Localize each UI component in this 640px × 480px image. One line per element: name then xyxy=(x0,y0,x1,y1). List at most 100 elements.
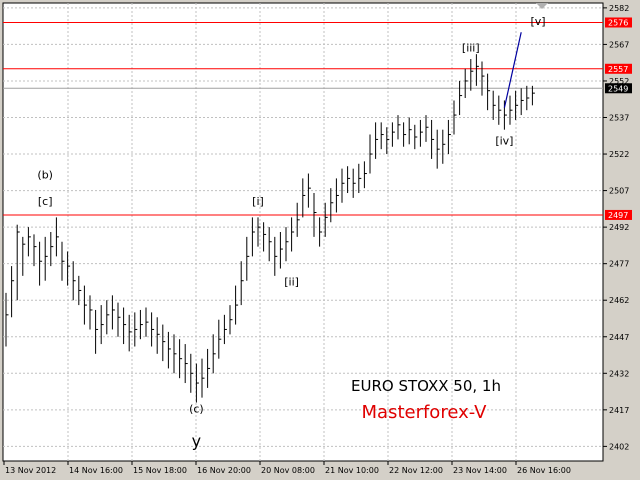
price-bar xyxy=(251,217,255,257)
x-tick-label: 15 Nov 18:00 xyxy=(133,466,187,475)
price-bar xyxy=(89,295,93,330)
price-bar xyxy=(139,309,143,340)
scroll-marker-icon xyxy=(536,3,548,9)
price-bar xyxy=(526,85,530,111)
price-bar xyxy=(408,117,412,145)
price-bar xyxy=(218,319,222,359)
price-bar xyxy=(151,312,155,347)
price-bar xyxy=(358,163,362,194)
price-bar xyxy=(520,88,524,116)
y-tick-label: 2567 xyxy=(609,40,629,49)
price-bar xyxy=(78,275,82,306)
price-bar xyxy=(223,314,227,345)
current-price-label: 2549 xyxy=(608,84,628,93)
price-bar xyxy=(100,305,104,345)
price-bar xyxy=(324,202,328,237)
price-bar xyxy=(380,122,384,150)
price-bar xyxy=(296,202,300,237)
y-tick-label: 2462 xyxy=(609,296,629,305)
price-bar xyxy=(531,85,535,106)
price-bar xyxy=(240,261,244,306)
level-tags: 2576 2557 2497 2549 xyxy=(536,3,632,220)
price-bar xyxy=(195,363,199,403)
price-bar xyxy=(106,300,110,335)
level-tag-label: 2497 xyxy=(608,211,628,220)
price-bar xyxy=(347,166,351,194)
wave-label: [ii] xyxy=(284,276,299,289)
wave-label: [iv] xyxy=(495,134,513,147)
price-bar xyxy=(11,266,15,318)
price-bar xyxy=(403,122,407,147)
ohlc-bars xyxy=(5,54,535,403)
price-bar xyxy=(117,302,121,337)
price-bar xyxy=(50,232,54,267)
y-tick-label: 2447 xyxy=(609,333,629,342)
price-bar xyxy=(515,90,519,120)
price-bar xyxy=(447,119,451,155)
price-bar xyxy=(162,324,166,362)
price-bar xyxy=(487,73,491,111)
x-tick-label: 14 Nov 16:00 xyxy=(69,466,123,475)
level-tag-label: 2576 xyxy=(608,18,628,27)
price-bar xyxy=(207,348,211,388)
level-tag xyxy=(605,209,632,220)
y-tick-label: 2522 xyxy=(609,150,629,159)
price-bar xyxy=(111,295,115,330)
price-bar xyxy=(257,217,261,247)
level-tag xyxy=(605,63,632,74)
price-bar xyxy=(481,61,485,96)
price-bar xyxy=(274,236,278,276)
y-tick-label: 2492 xyxy=(609,223,629,232)
price-bar xyxy=(83,285,87,325)
price-bar xyxy=(330,188,334,223)
watermark: Masterforex-V xyxy=(362,402,488,423)
y-tick-label: 2477 xyxy=(609,260,629,269)
price-bar xyxy=(335,178,339,213)
wave-labels: (b) [c] [i] [ii] [iii] [iv] [v] (c) y xyxy=(37,15,545,450)
price-bar xyxy=(95,309,99,354)
y-tick-label: 2417 xyxy=(609,406,629,415)
price-bar xyxy=(386,127,390,155)
wave-label: [iii] xyxy=(462,42,480,55)
x-tick-label: 20 Nov 08:00 xyxy=(261,466,315,475)
price-bar xyxy=(341,168,345,203)
y-tick-label: 2432 xyxy=(609,369,629,378)
price-bar xyxy=(179,339,183,379)
price-bar xyxy=(363,161,367,189)
price-bar xyxy=(492,90,496,120)
price-bar xyxy=(319,217,323,247)
price-bar xyxy=(246,236,250,281)
wave-projection xyxy=(503,32,522,108)
price-bar xyxy=(302,178,306,218)
chart-title: EURO STOXX 50, 1h xyxy=(351,377,501,395)
y-tick-label: 2507 xyxy=(609,187,629,196)
price-bar xyxy=(453,100,457,135)
wave-label: y xyxy=(192,431,201,450)
price-bar xyxy=(190,353,194,393)
price-bar xyxy=(464,68,468,99)
x-tick-label: 13 Nov 2012 xyxy=(5,466,56,475)
price-bar xyxy=(307,173,311,208)
x-tick-label: 22 Nov 12:00 xyxy=(389,466,443,475)
price-bar xyxy=(67,251,71,286)
price-bar xyxy=(184,344,188,384)
price-bar xyxy=(442,129,446,164)
current-price-tag xyxy=(605,83,632,94)
x-tick-label: 26 Nov 16:00 xyxy=(517,466,571,475)
price-bar xyxy=(128,314,132,352)
y-tick-label: 2537 xyxy=(609,114,629,123)
price-bar xyxy=(369,134,373,174)
price-bar xyxy=(55,217,59,257)
price-bar xyxy=(509,95,513,125)
price-bar xyxy=(72,261,76,301)
price-bar xyxy=(5,292,9,347)
price-bar xyxy=(375,122,379,159)
price-bar xyxy=(44,236,48,281)
price-bar xyxy=(16,224,20,301)
price-bar xyxy=(475,54,479,86)
price-bar xyxy=(145,307,149,337)
price-bar xyxy=(212,334,216,374)
price-bar xyxy=(235,285,239,325)
projection-line xyxy=(503,32,522,108)
